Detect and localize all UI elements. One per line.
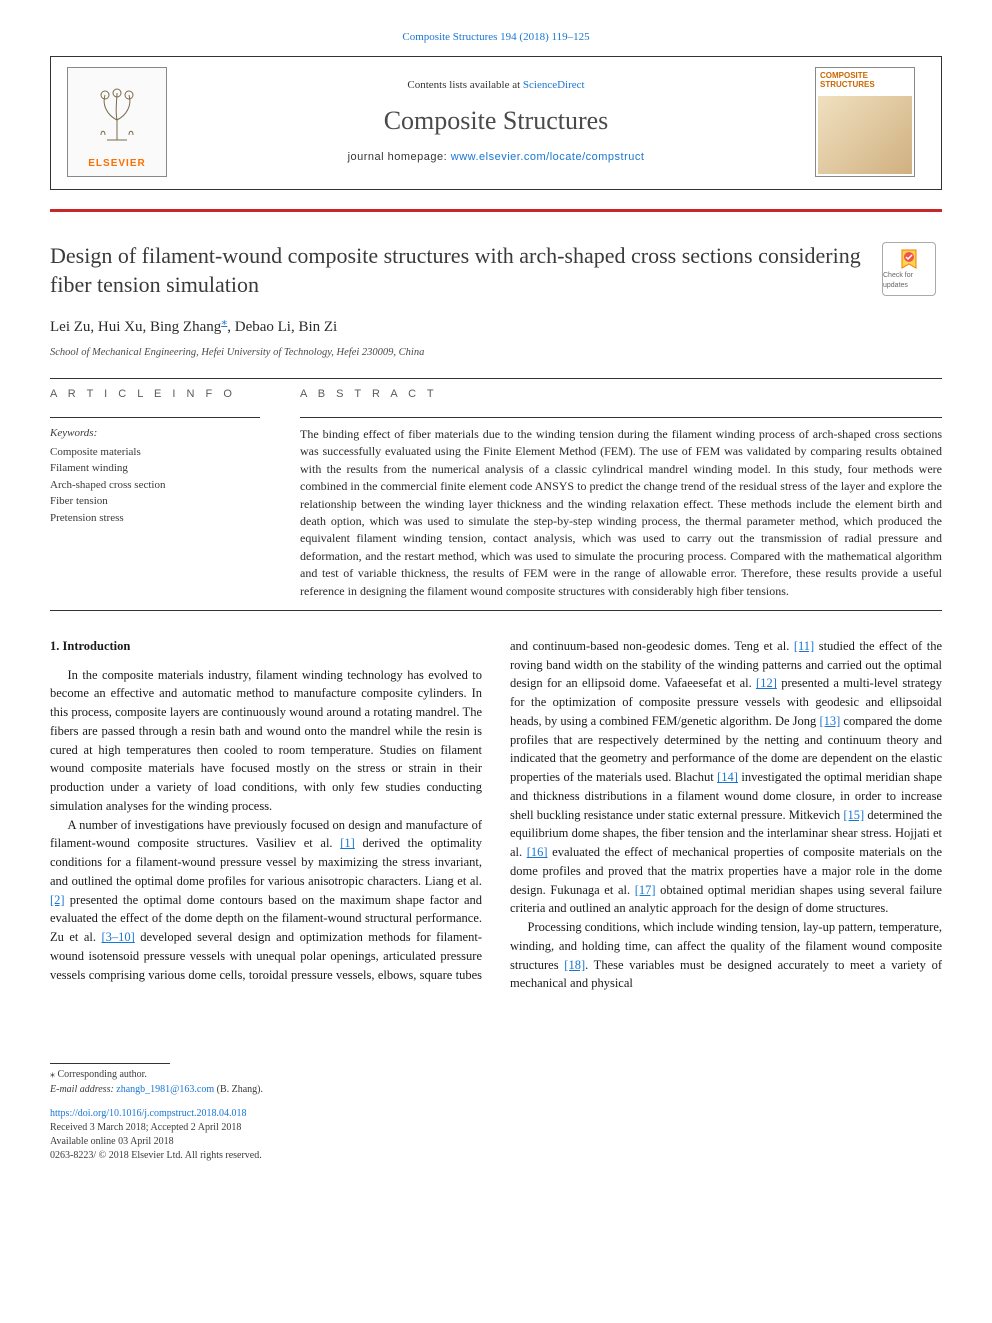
keyword: Pretension stress	[50, 510, 260, 527]
publisher-logo: ELSEVIER	[67, 67, 167, 177]
email-link[interactable]: zhangb_1981@163.com	[116, 1084, 214, 1095]
email-tail: (B. Zhang).	[214, 1084, 263, 1095]
affiliation: School of Mechanical Engineering, Hefei …	[50, 345, 942, 360]
paper-title: Design of filament-wound composite struc…	[50, 242, 866, 299]
homepage-link[interactable]: www.elsevier.com/locate/compstruct	[451, 151, 645, 163]
paragraph: Processing conditions, which include win…	[510, 918, 942, 993]
keyword: Composite materials	[50, 444, 260, 461]
abstract-heading: A B S T R A C T	[300, 387, 942, 403]
citation-link[interactable]: [18]	[564, 958, 585, 972]
contents-prefix: Contents lists available at	[407, 79, 522, 91]
email-line: E-mail address: zhangb_1981@163.com (B. …	[50, 1083, 942, 1098]
keyword: Arch-shaped cross section	[50, 477, 260, 494]
homepage-line: journal homepage: www.elsevier.com/locat…	[187, 150, 805, 166]
citation-link[interactable]: [13]	[819, 714, 840, 728]
doi-link[interactable]: https://doi.org/10.1016/j.compstruct.201…	[50, 1108, 246, 1119]
keyword: Fiber tension	[50, 493, 260, 510]
citation-link[interactable]: [14]	[717, 770, 738, 784]
citation-link[interactable]: [12]	[756, 676, 777, 690]
accent-bar	[50, 209, 942, 212]
divider	[50, 610, 942, 611]
keywords-label: Keywords:	[50, 426, 260, 442]
contents-line: Contents lists available at ScienceDirec…	[187, 78, 805, 94]
citation-link[interactable]: [11]	[794, 639, 814, 653]
divider	[50, 378, 942, 379]
badge-text: Check for updates	[883, 271, 935, 291]
citation-link[interactable]: [16]	[527, 845, 548, 859]
received-line: Received 3 March 2018; Accepted 2 April …	[50, 1121, 942, 1135]
authors-main: Lei Zu, Hui Xu, Bing Zhang	[50, 319, 221, 335]
check-updates-badge[interactable]: Check for updates	[882, 242, 936, 296]
journal-header: ELSEVIER Contents lists available at Sci…	[50, 56, 942, 190]
keyword: Filament winding	[50, 460, 260, 477]
divider	[300, 417, 942, 418]
header-center: Contents lists available at ScienceDirec…	[187, 78, 805, 166]
authors: Lei Zu, Hui Xu, Bing Zhang⁎, Debao Li, B…	[50, 313, 942, 339]
article-info: A R T I C L E I N F O Keywords: Composit…	[50, 387, 260, 600]
footnotes: ⁎ Corresponding author. E-mail address: …	[50, 1063, 942, 1097]
journal-cover: COMPOSITE STRUCTURES	[815, 67, 915, 177]
doi-block: https://doi.org/10.1016/j.compstruct.201…	[50, 1107, 942, 1163]
cover-image	[818, 96, 912, 174]
abstract-block: A B S T R A C T The binding effect of fi…	[300, 387, 942, 600]
sciencedirect-link[interactable]: ScienceDirect	[523, 79, 585, 91]
section-heading-intro: 1. Introduction	[50, 637, 482, 656]
online-line: Available online 03 April 2018	[50, 1135, 942, 1149]
bookmark-check-icon	[897, 247, 921, 271]
running-citation: Composite Structures 194 (2018) 119–125	[50, 30, 942, 46]
citation-link[interactable]: [15]	[843, 808, 864, 822]
divider	[50, 417, 260, 418]
citation-link[interactable]: [17]	[635, 883, 656, 897]
paragraph: In the composite materials industry, fil…	[50, 666, 482, 816]
article-info-heading: A R T I C L E I N F O	[50, 387, 260, 403]
copyright-line: 0263-8223/ © 2018 Elsevier Ltd. All righ…	[50, 1149, 942, 1163]
citation-link[interactable]: [1]	[340, 836, 355, 850]
email-label: E-mail address:	[50, 1084, 116, 1095]
body-text: 1. Introduction In the composite materia…	[50, 637, 942, 993]
cover-title: COMPOSITE STRUCTURES	[816, 68, 914, 94]
citation-link[interactable]: [2]	[50, 893, 65, 907]
abstract-text: The binding effect of fiber materials du…	[300, 426, 942, 600]
homepage-prefix: journal homepage:	[348, 151, 451, 163]
corresponding-author-note: ⁎ Corresponding author.	[50, 1068, 942, 1083]
publisher-name: ELSEVIER	[88, 157, 145, 172]
elsevier-tree-icon	[72, 72, 162, 158]
authors-tail: , Debao Li, Bin Zi	[227, 319, 337, 335]
citation-link[interactable]: [3–10]	[101, 930, 134, 944]
text-run: continuum-based non-geodesic domes. Teng…	[533, 639, 794, 653]
journal-title: Composite Structures	[187, 102, 805, 140]
